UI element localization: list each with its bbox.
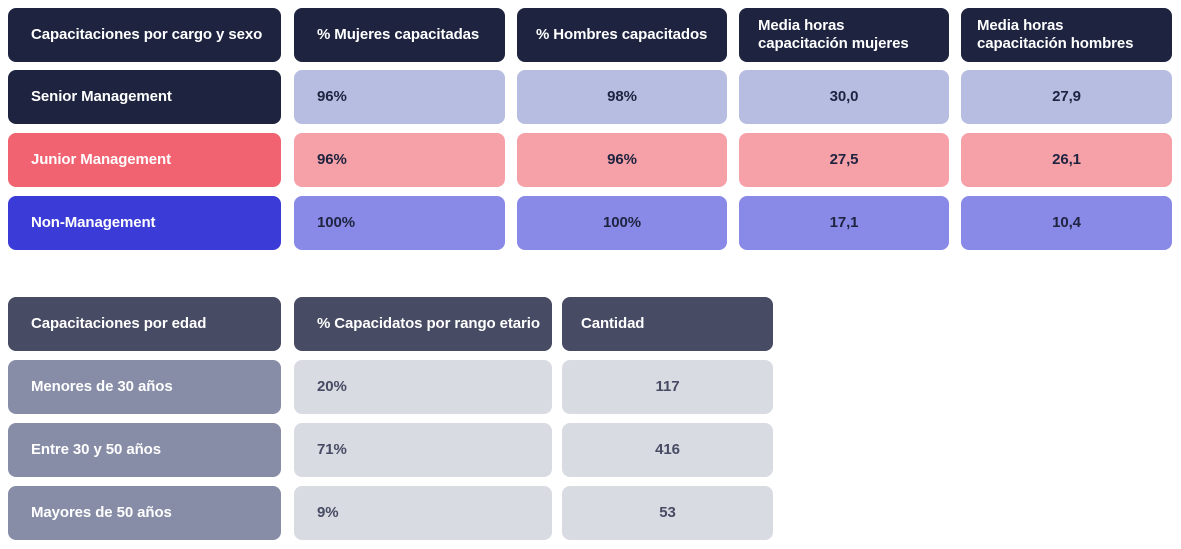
table2-cell-30to50-quantity: 416 <box>562 423 773 477</box>
table2-cell-over50-quantity-text: 53 <box>659 504 676 521</box>
table1-header-category-text: Capacitaciones por cargo y sexo <box>31 26 263 43</box>
table1-cell-junior-pct-men: 96% <box>517 133 727 187</box>
table1-cell-senior-hours-men-text: 27,9 <box>1052 88 1081 105</box>
table1-row-label-nonmanagement-text: Non-Management <box>31 214 156 231</box>
table1-cell-senior-hours-women-text: 30,0 <box>829 88 859 105</box>
table1-row-label-junior: Junior Management <box>8 133 281 187</box>
table1-cell-nonmanagement-hours-men-text: 10,4 <box>1052 214 1081 231</box>
table1-row-label-senior: Senior Management <box>8 70 281 124</box>
table2-row-label-30to50: Entre 30 y 50 años <box>8 423 281 477</box>
table2-cell-under30-pct: 20% <box>294 360 552 414</box>
table2-row-label-under30: Menores de 30 años <box>8 360 281 414</box>
table1-cell-junior-pct-men-text: 96% <box>607 151 637 168</box>
table1-cell-senior-hours-women: 30,0 <box>739 70 949 124</box>
table2-header-pct-age: % Capacidatos por rango etario <box>294 297 552 351</box>
table1-cell-senior-hours-men: 27,9 <box>961 70 1172 124</box>
table1-cell-senior-pct-men-text: 98% <box>607 88 637 105</box>
table1-header-hours-women-text: Media horas capacitación mujeres <box>758 17 909 52</box>
table2-cell-30to50-quantity-text: 416 <box>655 441 680 458</box>
table2-cell-under30-quantity: 117 <box>562 360 773 414</box>
table1-row-label-nonmanagement: Non-Management <box>8 196 281 250</box>
table1-header-pct-men-text: % Hombres capacitados <box>536 26 708 43</box>
table1-row-label-senior-text: Senior Management <box>31 88 172 105</box>
table1-row-label-junior-text: Junior Management <box>31 151 171 168</box>
table2-header-category: Capacitaciones por edad <box>8 297 281 351</box>
table1-header-pct-men: % Hombres capacitados <box>517 8 727 62</box>
table2-cell-over50-quantity: 53 <box>562 486 773 540</box>
table2-cell-over50-pct: 9% <box>294 486 552 540</box>
table2-cell-under30-quantity-text: 117 <box>655 378 680 395</box>
table1-cell-senior-pct-men: 98% <box>517 70 727 124</box>
table1-header-hours-men: Media horas capacitación hombres <box>961 8 1172 62</box>
table1-cell-nonmanagement-pct-women: 100% <box>294 196 505 250</box>
table1-header-category: Capacitaciones por cargo y sexo <box>8 8 281 62</box>
table1-cell-nonmanagement-pct-men-text: 100% <box>603 214 641 231</box>
table1-cell-junior-pct-women: 96% <box>294 133 505 187</box>
table1-cell-junior-hours-men-text: 26,1 <box>1052 151 1081 168</box>
table1-cell-junior-hours-men: 26,1 <box>961 133 1172 187</box>
table2-row-label-under30-text: Menores de 30 años <box>31 378 173 395</box>
table2-row-label-30to50-text: Entre 30 y 50 años <box>31 441 161 458</box>
table1-cell-junior-hours-women: 27,5 <box>739 133 949 187</box>
table1-cell-junior-pct-women-text: 96% <box>317 151 347 168</box>
table1-cell-nonmanagement-pct-men: 100% <box>517 196 727 250</box>
table1-cell-senior-pct-women-text: 96% <box>317 88 347 105</box>
table1-header-pct-women-text: % Mujeres capacitadas <box>317 26 480 43</box>
table1-cell-nonmanagement-hours-men: 10,4 <box>961 196 1172 250</box>
table1-cell-nonmanagement-hours-women: 17,1 <box>739 196 949 250</box>
table2-cell-over50-pct-text: 9% <box>317 504 339 521</box>
table2-row-label-over50: Mayores de 50 años <box>8 486 281 540</box>
table2-cell-30to50-pct: 71% <box>294 423 552 477</box>
table1-cell-senior-pct-women: 96% <box>294 70 505 124</box>
table2-header-category-text: Capacitaciones por edad <box>31 315 207 332</box>
table1-cell-nonmanagement-hours-women-text: 17,1 <box>829 214 859 231</box>
table1-header-pct-women: % Mujeres capacitadas <box>294 8 505 62</box>
table2-cell-under30-pct-text: 20% <box>317 378 347 395</box>
table2-cell-30to50-pct-text: 71% <box>317 441 347 458</box>
table1-header-hours-women: Media horas capacitación mujeres <box>739 8 949 62</box>
table1-cell-junior-hours-women-text: 27,5 <box>829 151 859 168</box>
table1-cell-nonmanagement-pct-women-text: 100% <box>317 214 355 231</box>
table2-row-label-over50-text: Mayores de 50 años <box>31 504 172 521</box>
table2-header-quantity-text: Cantidad <box>581 315 645 332</box>
table2-header-pct-age-text: % Capacidatos por rango etario <box>317 315 540 332</box>
table2-header-quantity: Cantidad <box>562 297 773 351</box>
table1-header-hours-men-text: Media horas capacitación hombres <box>977 17 1134 52</box>
